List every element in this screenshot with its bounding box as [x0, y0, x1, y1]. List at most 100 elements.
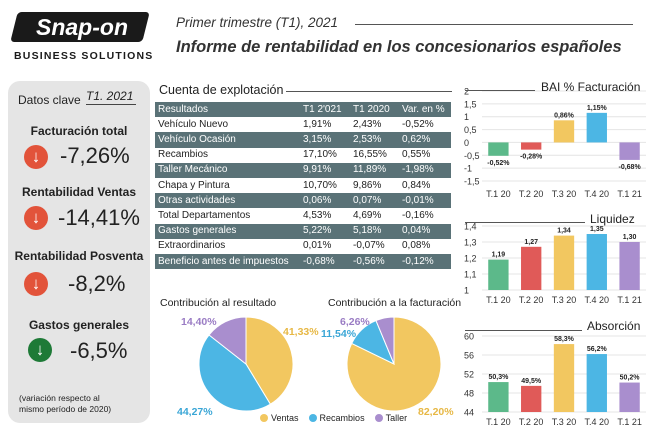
table-cell: 10,70%	[303, 179, 337, 191]
y-tick-label: 1	[464, 286, 469, 296]
table-header-cell: T1 2'021	[303, 103, 342, 115]
pie-slice-recambios	[198, 334, 272, 412]
table-title-divider	[286, 91, 452, 92]
table-row: Beneficio antes de impuestos -0,68% -0,56%…	[155, 254, 451, 270]
x-tick-label: T.3 20	[552, 189, 577, 199]
kpi-value: -8,2%	[68, 271, 126, 296]
table-cell: 17,10%	[303, 149, 337, 161]
bar-t-2-20	[521, 385, 542, 412]
table-row: Total Departamentos 4,53% 4,69% -0,16%	[155, 208, 451, 223]
data-label: 50,2%	[620, 375, 641, 382]
y-tick-label: 1,4	[464, 222, 477, 232]
table-cell: 4,53%	[303, 209, 332, 221]
bar-t-3-20	[553, 120, 575, 143]
chart-title: BAI % Facturación	[541, 80, 641, 94]
table-cell: 0,62%	[402, 133, 431, 145]
table-header-cell: Resultados	[158, 103, 209, 115]
y-tick-label: 1,1	[464, 270, 477, 280]
y-tick-label: -0,5	[464, 151, 480, 161]
data-label: 1,15%	[587, 105, 608, 112]
report-title: Informe de rentabilidad en los concesion…	[176, 38, 622, 56]
pie-label-taller: 14,40%	[181, 316, 217, 328]
pie-label-recambios: 11,54%	[321, 328, 357, 340]
table-cell: 0,07%	[353, 194, 382, 206]
table-cell: Extraordinarios	[158, 240, 226, 252]
legend-label: Ventas	[271, 413, 299, 423]
legend-item-ventas: Ventas	[260, 413, 299, 423]
down-arrow-icon: ↓	[28, 338, 52, 362]
y-tick-label: 0	[464, 138, 469, 148]
bar-t-1-21	[619, 242, 640, 290]
data-label: 1,34	[557, 228, 571, 235]
table-header-cell: T1 2020	[353, 103, 390, 115]
kpi-title: Gastos generales	[28, 318, 130, 332]
y-tick-label: 1,3	[464, 238, 477, 248]
table-cell: 2,43%	[353, 118, 382, 130]
bar-t-2-20	[521, 246, 542, 290]
table-header-row: Resultados T1 2'021 T1 2020 Var. en %	[155, 102, 451, 118]
y-tick-label: 2	[464, 87, 469, 97]
pie-label-ventas: 82,20%	[418, 406, 454, 418]
kpi-note: (variación respecto al mismo período de …	[19, 393, 111, 415]
table-cell: 9,91%	[303, 164, 332, 176]
data-label: 1,19	[492, 252, 506, 259]
kpi-title: Rentabilidad Posventa	[14, 249, 144, 263]
pie-slice-ventas	[245, 316, 294, 405]
legend-dot	[374, 414, 383, 422]
x-tick-label: T.3 20	[552, 417, 577, 427]
key-data-panel	[8, 81, 150, 423]
table-row: Extraordinarios 0,01% -0,07% 0,08%	[155, 239, 451, 254]
table-row: Otras actividades 0,06% 0,07% -0,01%	[155, 193, 451, 209]
table-cell: Taller Mecánico	[158, 164, 228, 176]
bar-t-4-20	[586, 234, 607, 290]
y-tick-label: 56	[464, 351, 474, 361]
table-header-cell: Var. en %	[402, 103, 445, 115]
table-row: Vehículo Ocasión 3,15% 2,53% 0,62%	[155, 132, 451, 148]
table-title: Cuenta de explotación	[159, 83, 284, 97]
snapon-logo-text: Snap-on	[36, 14, 128, 40]
y-tick-label: 52	[464, 370, 474, 380]
table-cell: Chapa y Pintura	[158, 179, 230, 191]
table-cell: 5,18%	[353, 225, 382, 237]
bar-t-4-20	[586, 354, 607, 412]
x-tick-label: T.2 20	[519, 417, 544, 427]
x-tick-label: T.2 20	[519, 189, 544, 199]
kpi-note-line: mismo período de 2020)	[19, 404, 112, 414]
table-cell: 0,04%	[402, 225, 431, 237]
y-tick-label: 44	[464, 408, 474, 418]
table-row: Vehículo Nuevo 1,91% 2,43% -0,52%	[155, 117, 451, 132]
kpi-value: -6,5%	[70, 338, 128, 363]
table-cell: Otras actividades	[158, 194, 236, 206]
table-cell: Beneficio antes de impuestos	[158, 255, 289, 267]
data-label: 58,3%	[554, 336, 575, 343]
table-cell: -0,07%	[353, 240, 385, 252]
pie-title: Contribución a la facturación	[328, 297, 462, 309]
bar-t-1-20	[488, 382, 509, 412]
table-cell: -0,16%	[402, 209, 434, 221]
y-tick-label: 1	[464, 112, 469, 122]
data-label: 49,5%	[521, 378, 542, 385]
x-tick-label: T.1 21	[617, 417, 642, 427]
table-cell: 1,91%	[303, 118, 332, 130]
data-label: -0,52%	[487, 160, 510, 167]
chart-title: Absorción	[587, 319, 641, 333]
table-cell: -1,98%	[402, 164, 434, 176]
table-cell: Total Departamentos	[158, 209, 251, 221]
data-label: 50,3%	[488, 374, 509, 381]
kpi-value: -7,26%	[60, 143, 130, 168]
y-tick-label: 0,5	[464, 125, 477, 135]
x-tick-label: T.4 20	[585, 189, 610, 199]
table-cell: 4,69%	[353, 209, 382, 221]
y-tick-label: 48	[464, 389, 474, 399]
x-tick-label: T.1 20	[486, 189, 511, 199]
down-arrow-icon: ↓	[24, 206, 48, 230]
table-cell: 0,01%	[303, 240, 332, 252]
bar-t-2-20	[521, 142, 542, 150]
x-tick-label: T.1 20	[486, 417, 511, 427]
data-label: 0,86%	[554, 112, 575, 119]
brand-subtitle: BUSINESS SOLUTIONS	[14, 50, 154, 62]
key-data-period: T1. 2021	[86, 89, 136, 105]
pie-slice-taller	[208, 316, 247, 366]
x-tick-label: T.3 20	[552, 295, 577, 305]
